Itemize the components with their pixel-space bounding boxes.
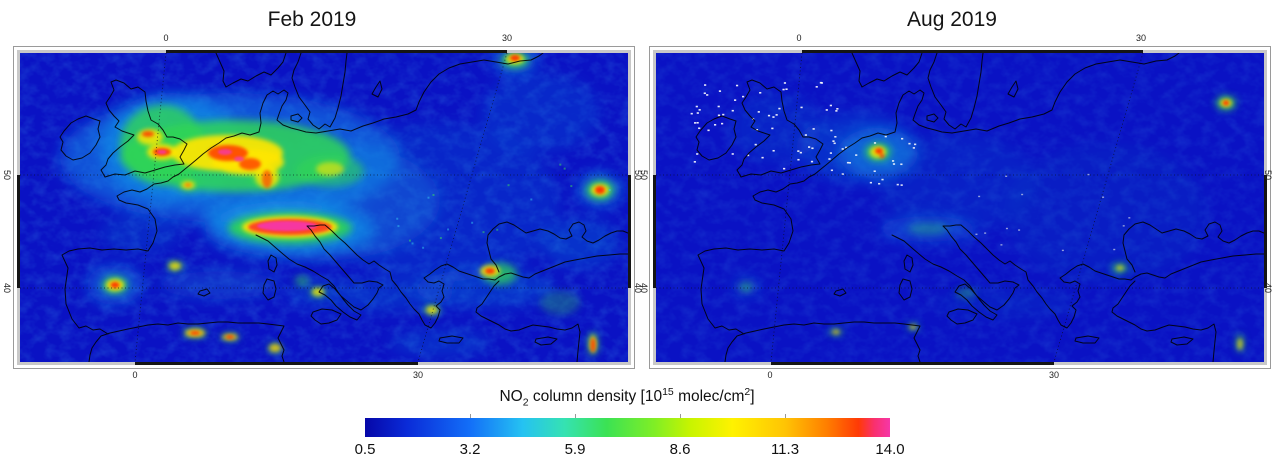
frame-top-aug [653,50,1267,53]
colorbar-label-4: 11.3 [770,441,800,458]
frame-left-feb [17,50,20,365]
lat-tick-left-50-aug: 50 [639,169,649,181]
frame-left-aug [653,50,656,365]
lon-tick-bottom-0-aug: 0 [767,370,773,380]
panel-title-feb: Feb 2019 [267,8,357,31]
frame-right-feb [628,50,631,365]
lat-tick-left-40-aug: 40 [639,282,649,294]
lon-tick-top-0-aug: 0 [796,33,802,43]
lon-tick-bottom-30-aug: 30 [1048,370,1060,380]
panel-title-aug: Aug 2019 [907,8,997,31]
colorbar-label-5: 14.0 [875,441,905,458]
lon-tick-top-30-feb: 30 [501,33,513,43]
lon-tick-bottom-30-feb: 30 [412,370,424,380]
colorbar-label-1: 3.2 [459,441,481,458]
colorbar-tick [470,414,471,418]
frame-bottom-aug [653,362,1267,365]
colorbar-tick [575,414,576,418]
map-panel-aug [649,46,1271,369]
map-panel-feb [13,46,635,369]
lon-tick-bottom-0-feb: 0 [132,370,138,380]
colorbar-label-2: 5.9 [564,441,586,458]
no2-map-aug [656,53,1264,362]
lat-tick-right-50-aug: 50 [1263,169,1273,181]
lat-tick-right-40-aug: 40 [1263,282,1273,294]
no2-map-feb [20,53,628,362]
colorbar-label-0: 0.5 [354,441,376,458]
lat-tick-left-50-feb: 50 [2,169,12,181]
colorbar-title: NO2 column density [1015 molec/cm2] [499,386,755,409]
colorbar [365,414,890,437]
colorbar-tick [785,414,786,418]
frame-bottom-feb [17,362,631,365]
frame-top-feb [17,50,631,53]
colorbar-label-3: 8.6 [669,441,691,458]
colorbar-tick [680,414,681,418]
lon-tick-top-30-aug: 30 [1135,33,1147,43]
frame-right-aug [1264,50,1267,365]
lat-tick-left-40-feb: 40 [2,282,12,294]
lon-tick-top-0-feb: 0 [163,33,169,43]
